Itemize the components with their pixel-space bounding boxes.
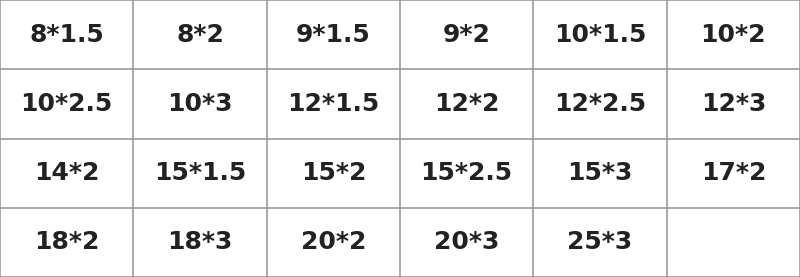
Text: 15*3: 15*3 xyxy=(567,161,633,185)
Text: 14*2: 14*2 xyxy=(34,161,99,185)
Text: 20*2: 20*2 xyxy=(301,230,366,254)
Text: 15*2.5: 15*2.5 xyxy=(421,161,513,185)
Text: 9*1.5: 9*1.5 xyxy=(296,23,370,47)
Text: 10*2.5: 10*2.5 xyxy=(21,92,113,116)
Text: 9*2: 9*2 xyxy=(442,23,490,47)
Text: 12*3: 12*3 xyxy=(701,92,766,116)
Text: 10*1.5: 10*1.5 xyxy=(554,23,646,47)
Text: 10*2: 10*2 xyxy=(701,23,766,47)
Text: 12*2.5: 12*2.5 xyxy=(554,92,646,116)
Text: 10*3: 10*3 xyxy=(167,92,233,116)
Text: 17*2: 17*2 xyxy=(701,161,766,185)
Text: 8*1.5: 8*1.5 xyxy=(30,23,104,47)
Text: 18*2: 18*2 xyxy=(34,230,99,254)
Text: 15*1.5: 15*1.5 xyxy=(154,161,246,185)
Text: 20*3: 20*3 xyxy=(434,230,499,254)
Text: 12*2: 12*2 xyxy=(434,92,499,116)
Text: 25*3: 25*3 xyxy=(567,230,633,254)
Text: 18*3: 18*3 xyxy=(167,230,233,254)
Text: 15*2: 15*2 xyxy=(301,161,366,185)
Text: 8*2: 8*2 xyxy=(176,23,224,47)
Text: 12*1.5: 12*1.5 xyxy=(287,92,379,116)
